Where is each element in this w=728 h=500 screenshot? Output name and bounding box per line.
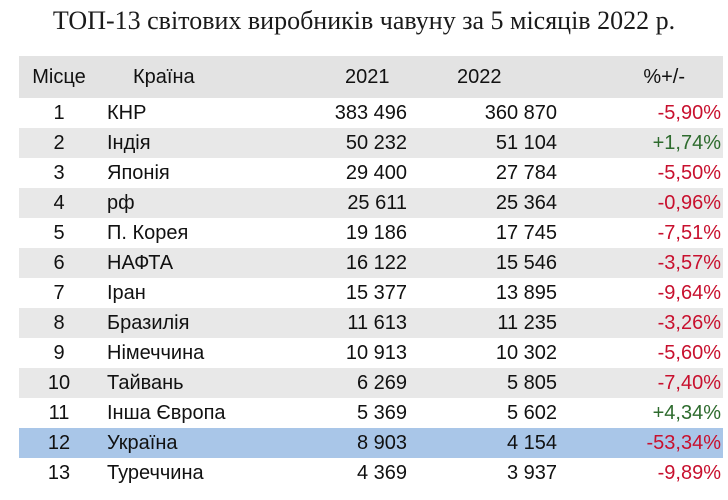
- cell-change: +1,74%: [652, 131, 721, 154]
- cell-country: Японія: [107, 161, 170, 184]
- cell-rank: 2: [53, 131, 65, 154]
- cell-2021: 15 377: [345, 281, 407, 304]
- cell-rank: 3: [53, 161, 65, 184]
- cell-change: -5,60%: [657, 341, 721, 364]
- cell-rank: 1: [53, 101, 65, 124]
- cell-country: НАФТА: [107, 251, 174, 274]
- page-title: ТОП-13 світових виробників чавуну за 5 м…: [52, 6, 676, 35]
- cell-2021: 50 232: [345, 131, 407, 154]
- cell-2022: 51 104: [495, 131, 557, 154]
- cell-2022: 13 895: [495, 281, 557, 304]
- cell-change: -3,26%: [657, 311, 721, 334]
- table-row: 10 Тайвань 6 269 5 805 -7,40%: [19, 368, 723, 398]
- cell-rank: 12: [47, 431, 71, 454]
- cell-2021: 10 913: [345, 341, 407, 364]
- cell-2021: 8 903: [356, 431, 407, 454]
- cell-country: Іран: [107, 281, 146, 304]
- cell-2022: 360 870: [484, 101, 557, 124]
- cell-rank: 5: [53, 221, 65, 244]
- cell-change: -5,90%: [657, 101, 721, 124]
- table-row: 5 П. Корея 19 186 17 745 -7,51%: [19, 218, 723, 248]
- table-row: 6 НАФТА 16 122 15 546 -3,57%: [19, 248, 723, 278]
- cell-2022: 17 745: [495, 221, 557, 244]
- cell-2021: 4 369: [356, 461, 407, 484]
- cell-country: Україна: [107, 431, 178, 454]
- cell-2022: 11 235: [497, 311, 557, 334]
- header-rank: Місце: [32, 65, 86, 88]
- cell-2022: 5 805: [506, 371, 557, 394]
- cell-rank: 13: [47, 461, 71, 484]
- cell-2021: 29 400: [345, 161, 407, 184]
- cell-change: -7,51%: [657, 221, 721, 244]
- cell-2022: 27 784: [495, 161, 557, 184]
- cell-rank: 8: [53, 311, 65, 334]
- header-2021: 2021: [345, 65, 390, 88]
- cell-2021: 5 369: [356, 401, 407, 424]
- cell-2021: 16 122: [345, 251, 407, 274]
- cell-2022: 4 154: [506, 431, 557, 454]
- header-2022: 2022: [457, 65, 502, 88]
- table-row: 9 Німеччина 10 913 10 302 -5,60%: [19, 338, 723, 368]
- cell-rank: 11: [48, 401, 70, 424]
- cell-2022: 3 937: [506, 461, 557, 484]
- table-row: 2 Індія 50 232 51 104 +1,74%: [19, 128, 723, 158]
- cell-2022: 10 302: [495, 341, 557, 364]
- cell-2022: 15 546: [495, 251, 557, 274]
- cell-change: -53,34%: [646, 431, 722, 454]
- cell-country: Інша Європа: [107, 401, 226, 424]
- cell-rank: 9: [53, 341, 65, 364]
- cell-2021: 11 613: [347, 311, 407, 334]
- production-table: Місце Країна 2021 2022 %+/- 1 КНР 383 496 3…: [19, 56, 723, 488]
- cell-2021: 6 269: [356, 371, 407, 394]
- cell-country: П. Корея: [107, 221, 189, 244]
- cell-country: КНР: [107, 101, 147, 124]
- table-row: 7 Іран 15 377 13 895 -9,64%: [19, 278, 723, 308]
- cell-change: -3,57%: [657, 251, 721, 274]
- table-row: 3 Японія 29 400 27 784 -5,50%: [19, 158, 723, 188]
- table-row: 4 рф 25 611 25 364 -0,96%: [19, 188, 723, 218]
- cell-country: рф: [107, 191, 135, 214]
- table-row: 8 Бразилія 11 613 11 235 -3,26%: [19, 308, 723, 338]
- cell-2021: 383 496: [334, 101, 407, 124]
- cell-rank: 7: [53, 281, 65, 304]
- cell-2021: 25 611: [347, 191, 407, 214]
- table-row: 13 Туреччина 4 369 3 937 -9,89%: [19, 458, 723, 488]
- cell-change: -9,89%: [657, 461, 721, 484]
- table-row: 1 КНР 383 496 360 870 -5,90%: [19, 98, 723, 128]
- cell-2021: 19 186: [345, 221, 407, 244]
- cell-country: Тайвань: [107, 371, 184, 394]
- cell-2022: 25 364: [495, 191, 557, 214]
- cell-change: -9,64%: [657, 281, 721, 304]
- cell-rank: 4: [53, 191, 65, 214]
- cell-rank: 10: [47, 371, 71, 394]
- cell-rank: 6: [53, 251, 65, 274]
- cell-2022: 5 602: [506, 401, 557, 424]
- table-row: 12 Україна 8 903 4 154 -53,34%: [19, 428, 723, 458]
- table-body: 1 КНР 383 496 360 870 -5,90% 2 Індія 50 232 51 1…: [19, 98, 723, 488]
- cell-change: -5,50%: [657, 161, 721, 184]
- cell-country: Індія: [107, 131, 151, 154]
- header-change: %+/-: [643, 65, 685, 88]
- table-header-row: Місце Країна 2021 2022 %+/-: [19, 56, 723, 98]
- header-country: Країна: [133, 65, 195, 88]
- cell-country: Німеччина: [107, 341, 205, 364]
- cell-change: -0,96%: [657, 191, 721, 214]
- table-row: 11 Інша Європа 5 369 5 602 +4,34%: [19, 398, 723, 428]
- cell-country: Туреччина: [107, 461, 204, 484]
- cell-change: +4,34%: [652, 401, 721, 424]
- cell-change: -7,40%: [657, 371, 721, 394]
- cell-country: Бразилія: [107, 311, 190, 334]
